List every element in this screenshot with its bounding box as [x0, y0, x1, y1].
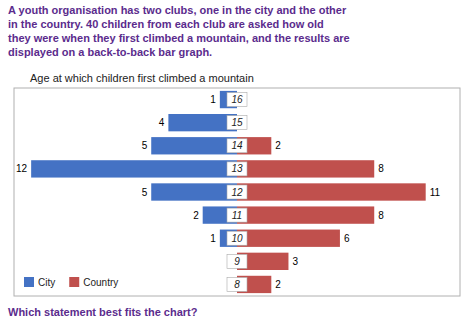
data-label: 1 — [210, 94, 216, 105]
bar — [237, 230, 340, 247]
data-label: 6 — [344, 233, 350, 244]
category-label: 9 — [227, 254, 247, 268]
top-text: A youth organisation has two clubs, one … — [8, 4, 350, 58]
data-label: 4 — [159, 117, 165, 128]
data-label: 8 — [378, 210, 384, 221]
category-box — [227, 277, 247, 291]
category-label: 11 — [227, 208, 247, 222]
bar — [237, 206, 374, 223]
category-label: 15 — [227, 116, 247, 130]
category-text: 9 — [234, 256, 240, 267]
category-box — [227, 139, 247, 153]
category-box — [227, 185, 247, 199]
data-label: 11 — [430, 187, 441, 198]
data-label: 5 — [142, 140, 148, 151]
category-text: 12 — [231, 187, 243, 198]
data-label: 12 — [16, 163, 28, 174]
data-label: 3 — [292, 256, 298, 267]
category-text: 16 — [231, 94, 243, 105]
category-box — [227, 93, 247, 107]
data-label: 8 — [378, 163, 384, 174]
category-label: 13 — [227, 162, 247, 176]
labels: 14512521281186321615141312111098 — [16, 93, 440, 292]
legend-swatch — [69, 277, 79, 287]
category-label: 8 — [227, 277, 247, 291]
bottom-text: Which statement best fits the chart? — [8, 306, 198, 318]
plot-frame — [14, 88, 460, 296]
legend-label: Country — [83, 277, 118, 288]
category-text: 13 — [231, 163, 243, 174]
data-label: 1 — [210, 233, 216, 244]
category-label: 12 — [227, 185, 247, 199]
category-box — [227, 254, 247, 268]
category-box — [227, 231, 247, 245]
category-text: 8 — [234, 279, 240, 290]
category-text: 15 — [231, 117, 243, 128]
category-box — [227, 162, 247, 176]
bar — [151, 183, 237, 200]
bars — [31, 91, 426, 293]
category-label: 14 — [227, 139, 247, 153]
category-text: 11 — [232, 210, 242, 221]
data-label: 2 — [193, 210, 199, 221]
category-label: 16 — [227, 93, 247, 107]
category-text: 10 — [231, 233, 243, 244]
chart-svg: A youth organisation has two clubs, one … — [0, 0, 474, 328]
category-text: 14 — [231, 140, 243, 151]
data-label: 2 — [275, 279, 281, 290]
legend: City Country — [24, 277, 118, 288]
category-box — [227, 116, 247, 130]
bar — [237, 160, 374, 177]
legend-swatch — [24, 277, 34, 287]
category-box — [227, 208, 247, 222]
bar — [31, 160, 237, 177]
legend-label: City — [38, 277, 55, 288]
data-label: 5 — [142, 187, 148, 198]
chart-title: Age at which children first climbed a mo… — [30, 72, 254, 84]
bar — [237, 183, 426, 200]
data-label: 2 — [275, 140, 281, 151]
category-label: 10 — [227, 231, 247, 245]
bar — [151, 137, 237, 154]
